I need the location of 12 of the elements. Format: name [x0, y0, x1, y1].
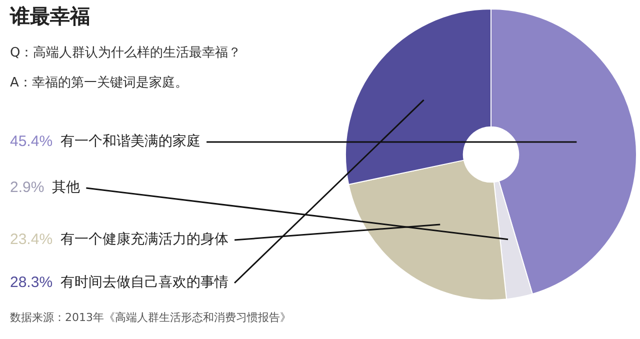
slice-label: 有一个和谐美满的家庭	[60, 134, 201, 150]
slice-label: 有时间去做自己喜欢的事情	[60, 274, 229, 291]
slice-label: 有一个健康充满活力的身体	[60, 232, 229, 248]
data-label: 23.4%	[10, 231, 53, 248]
text: A：幸福的第一关键词是家庭。	[10, 74, 188, 90]
chart-title: 谁最幸福	[9, 4, 90, 28]
data-label: 2.9%	[10, 179, 44, 196]
data-label: 28.3%	[10, 274, 53, 292]
data-label: 45.4%	[10, 133, 53, 150]
text: Q：高端人群认为什么样的生活最幸福？	[10, 44, 242, 60]
source-note: 数据来源：2013年《高端人群生活形态和消费习惯报告》	[10, 310, 291, 324]
slice-label: 其他	[52, 180, 80, 196]
